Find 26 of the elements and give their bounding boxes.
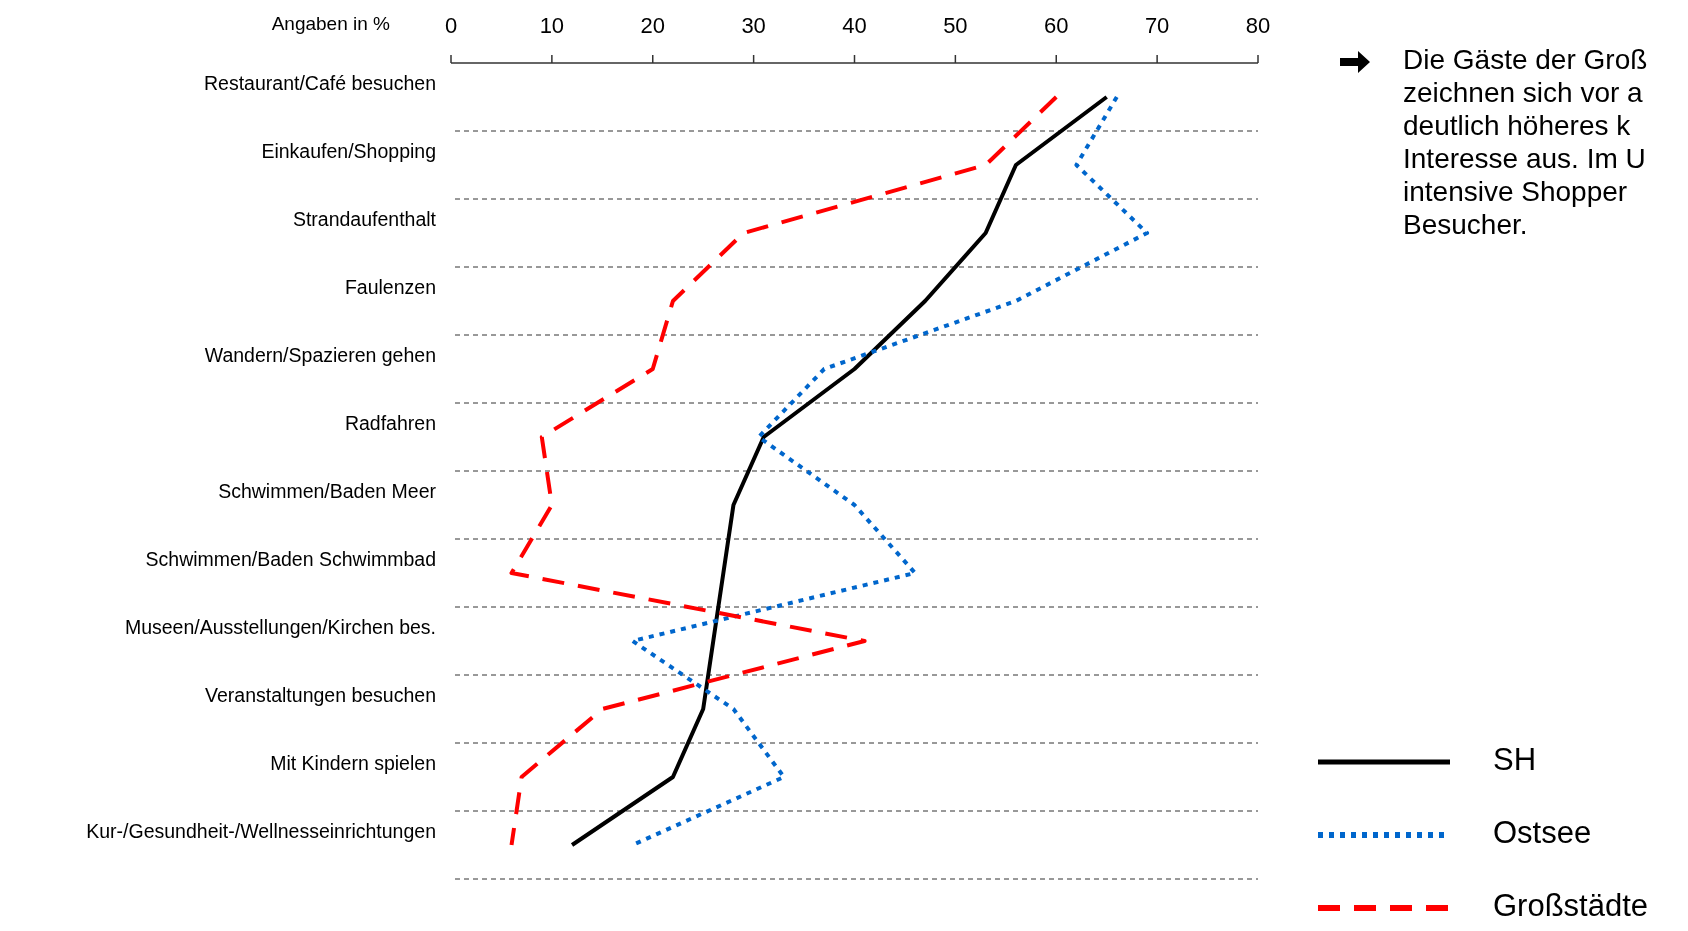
y-tick-label: Faulenzen [344, 276, 436, 299]
x-tick-label: 20 [640, 13, 665, 38]
y-tick-label: Einkaufen/Shopping [261, 140, 436, 163]
y-tick-label: Wandern/Spazieren gehen [204, 344, 436, 367]
y-tick-label: Schwimmen/Baden Meer [218, 480, 437, 503]
y-tick-label: Kur-/Gesundheit-/Wellnesseinrichtungen [86, 820, 436, 843]
legend-label: Ostsee [1493, 815, 1592, 851]
y-tick-label: Museen/Ausstellungen/Kirchen bes. [124, 616, 436, 639]
y-tick-label: Strandaufenthalt [292, 208, 437, 231]
x-tick-label: 50 [943, 13, 968, 38]
y-tick-label: Mit Kindern spielen [270, 752, 436, 775]
text: Die Gäste der Groß zeichnen sich vor a deutlich höheres k Interesse aus. Im U intensive Shopper Besucher. [1403, 44, 1648, 241]
x-tick-label: 0 [444, 13, 458, 38]
y-tick-label: Restaurant/Café besuchen [204, 72, 436, 95]
x-tick-label: 40 [842, 13, 867, 38]
x-tick-label: 30 [741, 13, 766, 38]
x-tick-label: 10 [539, 13, 565, 38]
x-tick-label: 60 [1044, 13, 1069, 38]
x-axis-title: Angaben in % [271, 13, 391, 34]
x-tick-label: 80 [1245, 13, 1271, 38]
y-tick-label: Veranstaltungen besuchen [205, 684, 436, 707]
y-tick-label: Schwimmen/Baden Schwimmbad [145, 548, 436, 571]
y-tick-label: Radfahren [344, 412, 436, 435]
x-tick-label: 70 [1144, 13, 1170, 38]
legend-label: Großstädte [1493, 888, 1649, 924]
legend-label: SH [1493, 742, 1537, 778]
